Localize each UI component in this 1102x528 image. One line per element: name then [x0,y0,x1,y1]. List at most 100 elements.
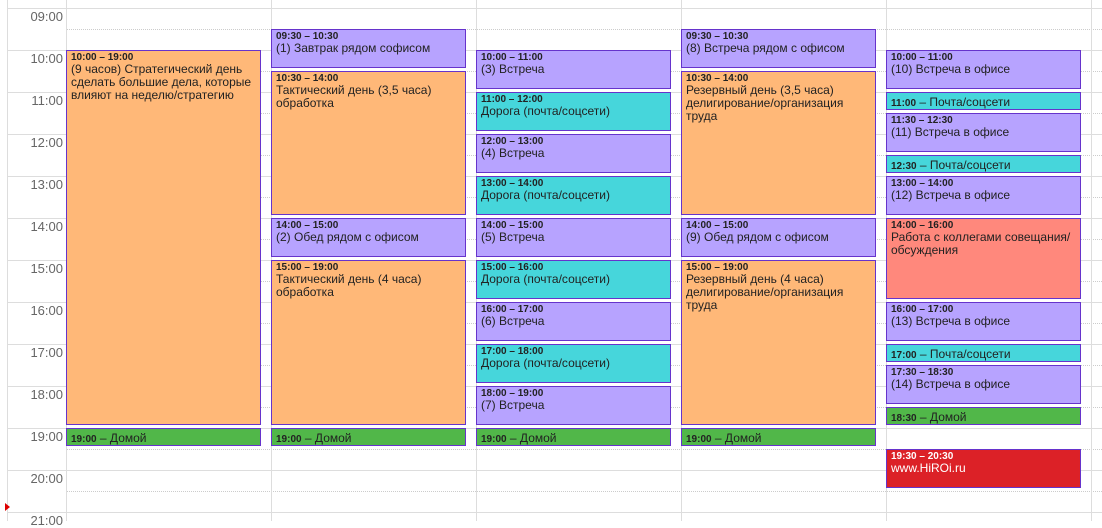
event-title: (13) Встреча в офисе [891,314,1011,328]
event-time: 12:30 [891,161,917,172]
calendar-event[interactable]: 16:00 – 17:00 (6) Встреча [476,302,671,341]
calendar-event[interactable]: 14:00 – 16:00 Работа с коллегами совещани… [886,218,1081,299]
event-title: – Домой [919,410,967,424]
event-title: (7) Встреча [481,398,545,412]
event-time: 09:30 – 10:30 [686,31,749,42]
event-title: – Домой [304,431,352,445]
event-time: 11:30 – 12:30 [891,115,953,126]
calendar-event[interactable]: 16:00 – 17:00 (13) Встреча в офисе [886,302,1081,341]
calendar-event[interactable]: 19:00 – Домой [271,428,466,446]
event-time: 12:00 – 13:00 [481,136,544,147]
time-label: 15:00 [30,261,63,276]
time-label: 19:00 [30,429,63,444]
event-time: 18:30 [891,413,917,424]
event-title: (9 часов) Стратегический день сделать бо… [71,62,252,102]
event-time: 19:00 [686,434,712,445]
time-label: 11:00 [31,93,63,108]
calendar-event[interactable]: 13:00 – 14:00 (12) Встреча в офисе [886,176,1081,215]
event-time: 17:00 [891,350,917,361]
time-label: 17:00 [30,345,63,360]
event-time: 14:00 – 16:00 [891,220,954,231]
calendar-event[interactable]: 18:00 – 19:00 (7) Встреча [476,386,671,425]
calendar-event[interactable]: 12:00 – 13:00 (4) Встреча [476,134,671,173]
calendar-event[interactable]: 15:00 – 19:00 Тактический день (4 часа) о… [271,260,466,425]
event-time: 10:30 – 14:00 [276,73,339,84]
calendar-event[interactable]: 14:00 – 15:00 (9) Обед рядом с офисом [681,218,876,257]
calendar-event[interactable]: 19:00 – Домой [681,428,876,446]
event-time: 19:30 – 20:30 [891,451,954,462]
calendar-event[interactable]: 15:00 – 16:00 Дорога (почта/соцсети) [476,260,671,299]
calendar-event[interactable]: 09:30 – 10:30 (8) Встреча рядом с офисом [681,29,876,68]
event-time: 15:00 – 19:00 [686,262,749,273]
event-title: (5) Встреча [481,230,545,244]
time-label: 14:00 [30,219,63,234]
event-title: Дорога (почта/соцсети) [481,272,610,286]
calendar-event[interactable]: 10:00 – 11:00 (10) Встреча в офисе [886,50,1081,89]
calendar-event[interactable]: 18:30 – Домой [886,407,1081,425]
event-time: 10:00 – 11:00 [481,52,543,63]
event-time: 17:00 – 18:00 [481,346,544,357]
calendar-event[interactable]: 15:00 – 19:00 Резервный день (4 часа) дел… [681,260,876,425]
calendar-event[interactable]: 19:30 – 20:30 www.HiROi.ru [886,449,1081,488]
event-title: www.HiROi.ru [891,461,966,475]
event-title: – Домой [99,431,147,445]
day-column-divider [1091,0,1092,521]
event-title: Резервный день (3,5 часа) делигирование/… [686,83,844,123]
event-time: 18:00 – 19:00 [481,388,544,399]
calendar-event[interactable]: 14:00 – 15:00 (2) Обед рядом с офисом [271,218,466,257]
event-title: (14) Встреча в офисе [891,377,1011,391]
time-label: 10:00 [30,51,63,66]
calendar-event[interactable]: 11:00 – Почта/соцсети [886,92,1081,110]
time-label: 09:00 [30,9,63,24]
event-title: (8) Встреча рядом с офисом [686,41,845,55]
event-time: 19:00 [71,434,97,445]
time-label: 13:00 [30,177,63,192]
calendar-event[interactable]: 10:30 – 14:00 Тактический день (3,5 часа)… [271,71,466,215]
event-title: Дорога (почта/соцсети) [481,188,610,202]
hour-line [7,512,1102,513]
event-title: (11) Встреча в офисе [891,125,1010,139]
calendar-event[interactable]: 19:00 – Домой [476,428,671,446]
calendar-event[interactable]: 13:00 – 14:00 Дорога (почта/соцсети) [476,176,671,215]
event-title: – Домой [714,431,762,445]
event-time: 19:00 [481,434,507,445]
event-time: 14:00 – 15:00 [686,220,749,231]
half-hour-line [66,29,1102,30]
event-time: 11:00 – 12:00 [481,94,543,105]
calendar-event[interactable]: 10:00 – 19:00 (9 часов) Стратегический де… [66,50,261,425]
event-title: Тактический день (3,5 часа) обработка [276,83,432,110]
calendar-event[interactable]: 11:00 – 12:00 Дорога (почта/соцсети) [476,92,671,131]
event-title: (2) Обед рядом с офисом [276,230,419,244]
calendar-event[interactable]: 14:00 – 15:00 (5) Встреча [476,218,671,257]
event-title: (3) Встреча [481,62,545,76]
event-time: 17:30 – 18:30 [891,367,954,378]
calendar-event[interactable]: 10:00 – 11:00 (3) Встреча [476,50,671,89]
event-title: Резервный день (4 часа) делигирование/ор… [686,272,844,312]
time-label: 20:00 [30,471,63,486]
calendar-event[interactable]: 17:00 – Почта/соцсети [886,344,1081,362]
calendar-event[interactable]: 17:00 – 18:00 Дорога (почта/соцсети) [476,344,671,383]
current-time-marker-icon [5,503,10,511]
event-time: 19:00 [276,434,302,445]
calendar-event[interactable]: 10:30 – 14:00 Резервный день (3,5 часа) д… [681,71,876,215]
event-title: (1) Завтрак рядом софисом [276,41,431,55]
event-title: – Домой [509,431,557,445]
calendar-event[interactable]: 11:30 – 12:30 (11) Встреча в офисе [886,113,1081,152]
calendar-event[interactable]: 09:30 – 10:30 (1) Завтрак рядом софисом [271,29,466,68]
event-time: 09:30 – 10:30 [276,31,339,42]
time-label: 16:00 [30,303,63,318]
event-time: 16:00 – 17:00 [481,304,544,315]
event-time: 13:00 – 14:00 [891,178,954,189]
calendar-event[interactable]: 12:30 – Почта/соцсети [886,155,1081,173]
event-time: 14:00 – 15:00 [481,220,544,231]
calendar-event[interactable]: 17:30 – 18:30 (14) Встреча в офисе [886,365,1081,404]
event-time: 13:00 – 14:00 [481,178,544,189]
event-title: (12) Встреча в офисе [891,188,1011,202]
calendar-event[interactable]: 19:00 – Домой [66,428,261,446]
event-title: – Почта/соцсети [919,347,1011,361]
event-time: 15:00 – 16:00 [481,262,544,273]
event-title: (6) Встреча [481,314,545,328]
hour-line [7,470,1102,471]
event-title: (9) Обед рядом с офисом [686,230,829,244]
